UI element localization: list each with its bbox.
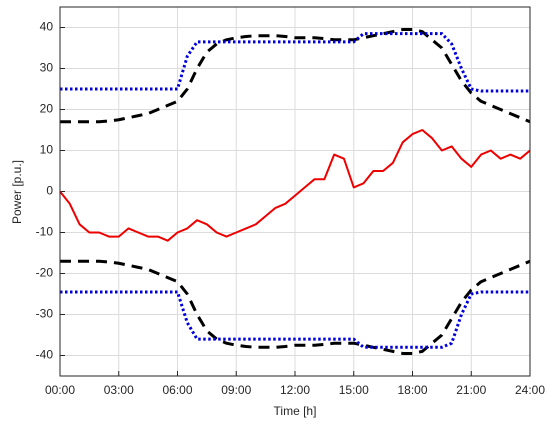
- y-tick-label: 20: [40, 102, 54, 116]
- x-tick-label: 24:00: [515, 383, 545, 397]
- x-tick-label: 09:00: [221, 383, 251, 397]
- x-tick-label: 21:00: [456, 383, 486, 397]
- series-line: [60, 28, 531, 124]
- x-axis-label: Time [h]: [274, 404, 317, 418]
- x-tick-label: 03:00: [104, 383, 134, 397]
- x-tick-label: 12:00: [280, 383, 310, 397]
- y-tick-label: -10: [36, 225, 54, 239]
- y-tick-label: -40: [36, 348, 54, 362]
- y-axis-label: Power [p.u.]: [10, 160, 24, 224]
- x-tick-label: 15:00: [339, 383, 369, 397]
- y-tick-label: -30: [36, 307, 54, 321]
- series-line: [59, 129, 531, 242]
- y-tick-label: -20: [36, 266, 54, 280]
- axes-box: [59, 6, 531, 377]
- y-tick-label: 30: [40, 61, 54, 75]
- series-line: [60, 259, 531, 355]
- y-tick-label: 40: [40, 20, 54, 34]
- y-tick-label: 0: [46, 184, 53, 198]
- series-line: [60, 290, 530, 349]
- series-line: [60, 32, 530, 93]
- y-tick-label: 10: [40, 143, 54, 157]
- x-tick-label: 06:00: [162, 383, 192, 397]
- x-tick-label: 18:00: [397, 383, 427, 397]
- x-tick-label: 00:00: [45, 383, 75, 397]
